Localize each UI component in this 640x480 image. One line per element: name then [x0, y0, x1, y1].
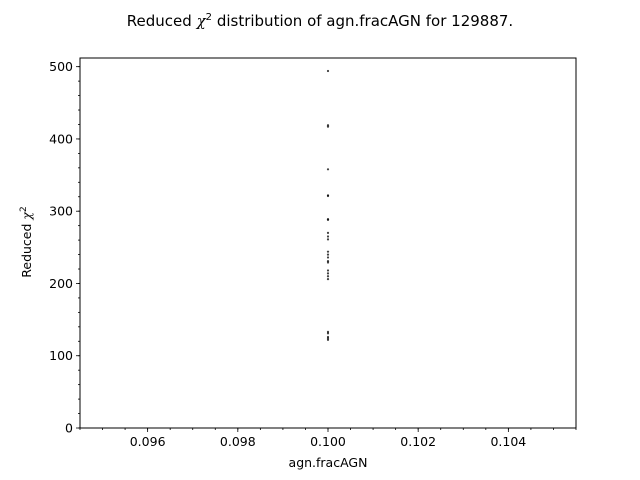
y-tick-label: 0: [65, 421, 73, 436]
data-point: [326, 275, 330, 278]
data-point: [326, 168, 330, 171]
y-axis: 0 100 200 300 400 500: [49, 59, 80, 436]
y-tick-label: 300: [49, 204, 73, 219]
x-tick-label: 0.098: [220, 434, 256, 449]
y-axis-label: Reduced χ2: [19, 206, 34, 277]
data-point: [326, 269, 330, 272]
y-tick-label: 200: [49, 276, 73, 291]
plot-frame: [79, 57, 577, 429]
data-point: [326, 256, 330, 259]
data-points: [326, 69, 330, 341]
data-point: [326, 235, 330, 238]
data-point: [326, 332, 330, 335]
y-tick-label: 500: [49, 59, 73, 74]
data-point: [326, 261, 330, 264]
data-point: [326, 338, 330, 341]
data-point: [326, 272, 330, 275]
x-tick-label: 0.100: [310, 434, 346, 449]
x-tick-label: 0.104: [490, 434, 526, 449]
data-point: [326, 69, 330, 73]
data-point: [326, 231, 330, 234]
x-tick-label: 0.096: [130, 434, 166, 449]
data-point: [326, 278, 330, 281]
data-point: [326, 253, 330, 256]
y-tick-label: 100: [49, 348, 73, 363]
data-point: [326, 125, 330, 128]
chart-title: Reduced χ2 distribution of agn.fracAGN f…: [127, 12, 513, 30]
data-point: [326, 218, 330, 221]
data-point: [326, 238, 330, 241]
data-point: [326, 250, 330, 253]
x-tick-label: 0.102: [400, 434, 436, 449]
y-tick-label: 400: [49, 131, 73, 146]
x-axis-label: agn.fracAGN: [289, 455, 368, 470]
data-point: [326, 194, 330, 198]
x-axis: 0.096 0.098 0.100 0.102 0.104: [79, 428, 577, 449]
